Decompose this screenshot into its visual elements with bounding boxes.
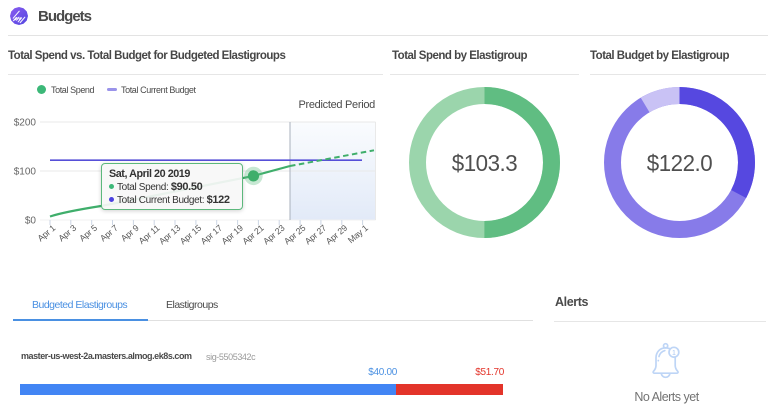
svg-text:Apr 17: Apr 17 <box>199 223 225 247</box>
svg-text:$100: $100 <box>14 167 37 178</box>
svg-text:$200: $200 <box>14 118 37 129</box>
svg-text:$0: $0 <box>25 216 37 227</box>
svg-text:Apr 5: Apr 5 <box>77 223 99 244</box>
svg-text:Apr 3: Apr 3 <box>56 223 78 244</box>
svg-text:Apr 29: Apr 29 <box>324 223 350 247</box>
svg-text:Apr 15: Apr 15 <box>178 223 204 247</box>
svg-text:May 1: May 1 <box>346 223 370 246</box>
svg-text:Apr 7: Apr 7 <box>98 223 120 244</box>
svg-text:1: 1 <box>672 350 676 357</box>
svg-text:Apr 25: Apr 25 <box>282 223 308 247</box>
svg-text:Apr 23: Apr 23 <box>261 223 287 247</box>
svg-text:Apr 11: Apr 11 <box>137 223 162 246</box>
svg-text:Apr 27: Apr 27 <box>303 223 329 247</box>
svg-text:Apr 1: Apr 1 <box>36 223 58 244</box>
svg-text:Apr 13: Apr 13 <box>157 223 183 247</box>
svg-text:Apr 21: Apr 21 <box>240 223 266 247</box>
svg-text:Apr 19: Apr 19 <box>220 223 246 247</box>
